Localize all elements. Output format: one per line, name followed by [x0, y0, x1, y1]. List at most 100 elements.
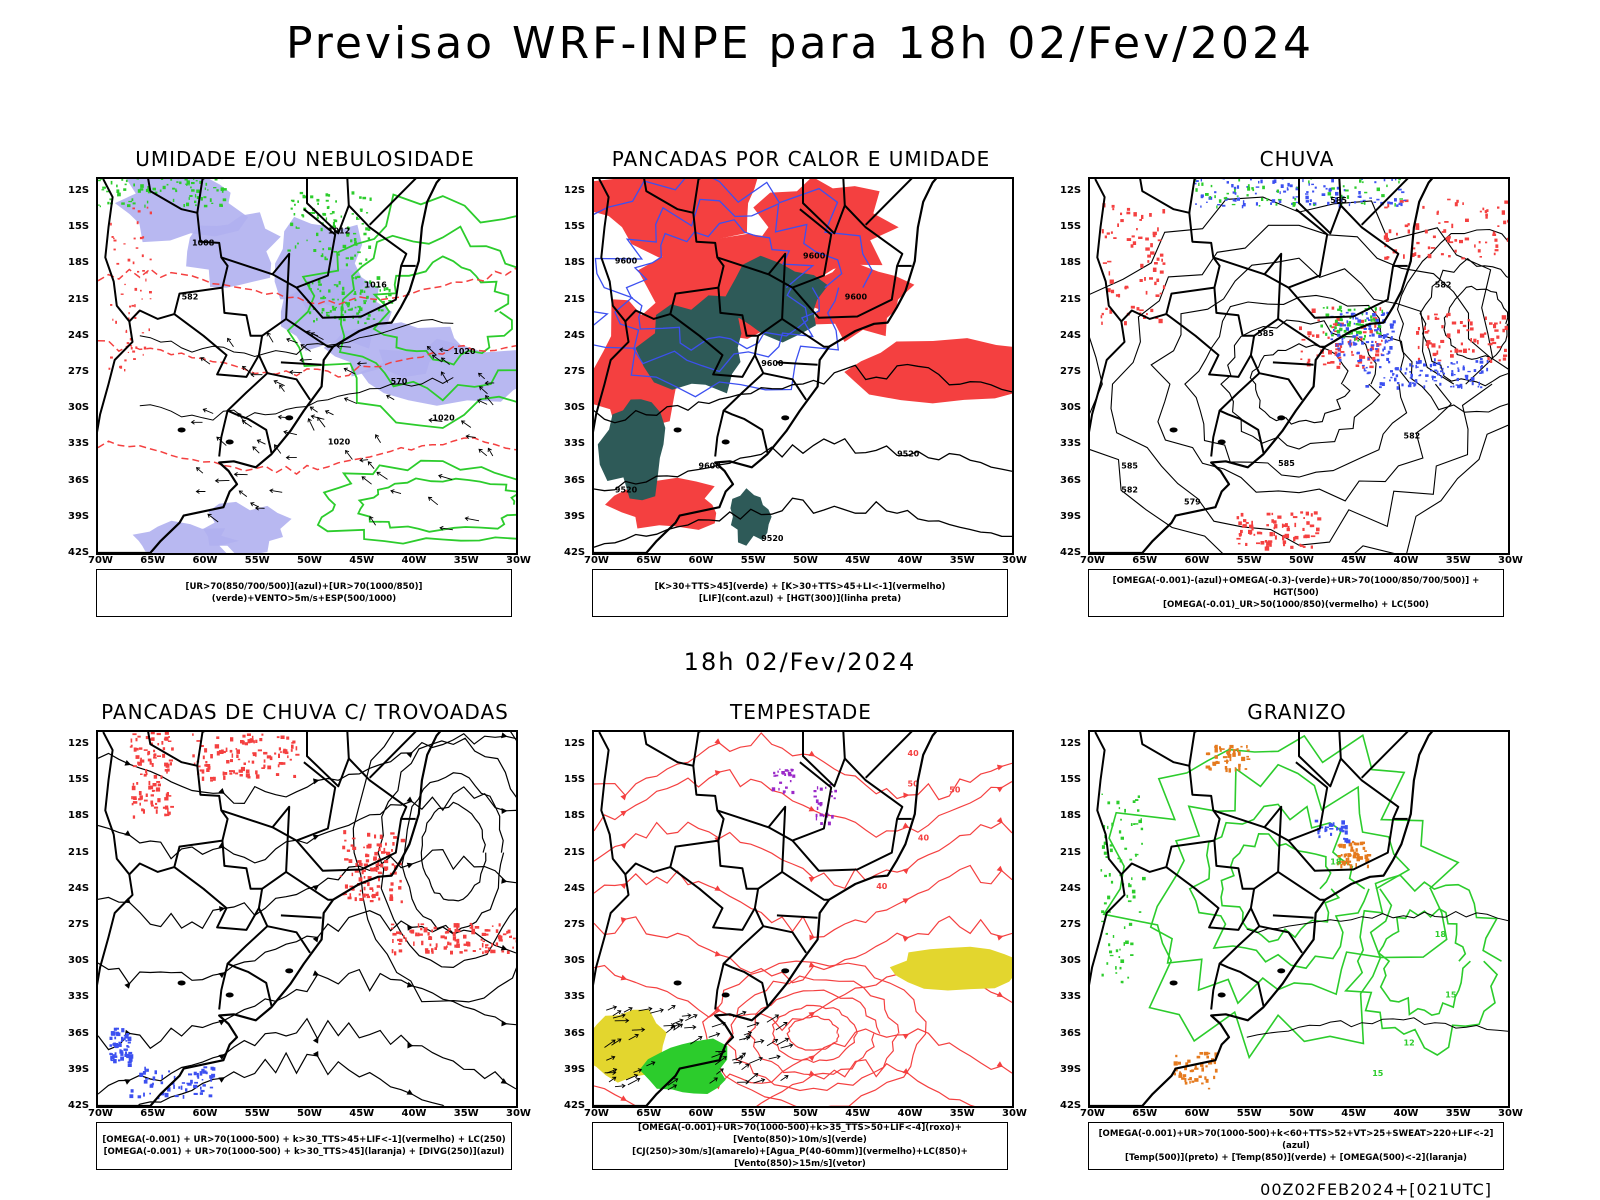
lon-tick-label: 50W [1289, 1108, 1314, 1119]
state-border [226, 354, 273, 454]
streamline-arrow [903, 792, 910, 799]
contour-line [139, 377, 454, 421]
omega-500-orange [1173, 744, 1372, 1090]
lat-tick-label: 27S [564, 919, 586, 931]
temp-850-andes [1100, 793, 1146, 984]
state-border [776, 914, 818, 919]
streamline-arrow [124, 830, 131, 837]
wind-vector [604, 1070, 617, 1076]
contour-line [1090, 196, 1508, 553]
lon-tick-label: 40W [401, 1108, 427, 1119]
wind-vector [737, 1079, 750, 1085]
contour-line [1377, 907, 1471, 1017]
wind-vector [780, 1043, 794, 1049]
contour-line [352, 732, 516, 1003]
state-border [1188, 732, 1342, 788]
run-code: 00Z02FEB2024+[021UTC] [1260, 1180, 1492, 1199]
lat-tick-label: 24S [68, 882, 90, 894]
coastline [594, 732, 938, 1106]
wind-vector [638, 1006, 653, 1012]
lat-tick-label: 12S [68, 185, 90, 197]
contour-line [594, 864, 1012, 938]
contour-line [316, 459, 516, 545]
streamline-arrow [620, 1095, 628, 1101]
state-border [716, 208, 833, 289]
lon-tick-label: 30W [1002, 1108, 1027, 1119]
lat-tick-label: 18S [1060, 810, 1082, 822]
lat-tick-label: 12S [1060, 738, 1082, 750]
wind-vector [478, 386, 488, 395]
wind-vector [776, 1037, 790, 1046]
lat-tick-label: 12S [1060, 185, 1082, 197]
streamline-arrow [808, 1055, 816, 1062]
contour-label: 40 [918, 834, 930, 843]
wind-vector [753, 1078, 766, 1084]
map-svg: 585 585 585 585 582 582 579 582 [1090, 179, 1508, 553]
streamline-arrow [808, 876, 816, 883]
wind-vector [625, 1073, 639, 1081]
contour-line [1220, 319, 1381, 450]
panel-tempestade: TEMPESTADE 40 50 40 40 50 12S 15S 18S 21S 24S 27S 30… [552, 700, 1032, 1175]
contour-label: 9520 [615, 486, 638, 495]
severe-purple [771, 768, 837, 826]
temp-850-east [1343, 874, 1502, 1056]
lon-tick-label: 45W [349, 555, 375, 566]
state-border [1090, 179, 1126, 433]
lon-tick-label: 65W [1132, 1108, 1158, 1119]
lon-tick-label: 60W [192, 1108, 218, 1119]
state-border [1210, 410, 1221, 457]
lat-tick-label: 24S [68, 329, 90, 341]
wind-vector [606, 1055, 616, 1061]
contour-line [594, 363, 1012, 424]
panel-title: PANCADAS POR CALOR E UMIDADE [611, 147, 991, 171]
lake [673, 980, 682, 986]
wind-vector [369, 515, 376, 526]
wind-vector [606, 1005, 618, 1011]
contour-line [702, 960, 927, 1106]
state-border [285, 871, 334, 901]
lon-tick-label: 30W [1002, 555, 1027, 566]
state-border [1120, 732, 1221, 876]
state-border [594, 732, 630, 986]
wind-vector [614, 1083, 626, 1089]
lake [781, 968, 790, 974]
wind-vector [426, 345, 437, 356]
lon-tick-label: 70W [584, 1108, 609, 1119]
contour-line [420, 801, 487, 902]
coastline [98, 732, 442, 1106]
wind-vector [289, 369, 303, 375]
divergence-blue [109, 1027, 216, 1100]
contour-label: 9600 [699, 462, 722, 471]
contour-line [98, 1017, 516, 1095]
contour-line [594, 198, 843, 373]
streamline-arrow [902, 1068, 910, 1075]
wind-vector [485, 395, 494, 406]
contour-label: 15 [1445, 990, 1457, 999]
streamline-arrow [996, 786, 1004, 793]
contour-line [98, 848, 516, 930]
state-border [1287, 757, 1400, 872]
panel-title: TEMPESTADE [730, 700, 872, 724]
state-border [267, 372, 311, 401]
streamline-arrow [312, 834, 320, 841]
lon-tick-label: 50W [1289, 555, 1314, 566]
coastline [594, 179, 938, 553]
wind-vector [766, 1014, 780, 1023]
lon-tick-label: 40W [1393, 1108, 1419, 1119]
contour-label: 9600 [761, 359, 784, 368]
streamline-arrow [808, 1011, 816, 1018]
map-svg: 9600 9600 9600 9600 9600 9520 9520 9520 [594, 179, 1012, 553]
state-border [864, 732, 913, 779]
wind-vector [743, 1034, 752, 1040]
wind-vector [269, 488, 283, 494]
lon-tick-label: 60W [1184, 555, 1210, 566]
mid-title: 18h 02/Fev/2024 [683, 648, 917, 676]
lat-tick-label: 15S [68, 774, 90, 786]
state-border [1212, 208, 1329, 289]
contour-label: 15 [1372, 1069, 1384, 1078]
wind-vector [299, 357, 312, 363]
lon-tick-label: 45W [349, 1108, 375, 1119]
contour-line [725, 975, 900, 1092]
wind-vector [376, 471, 388, 480]
wind-vector [627, 1077, 641, 1086]
